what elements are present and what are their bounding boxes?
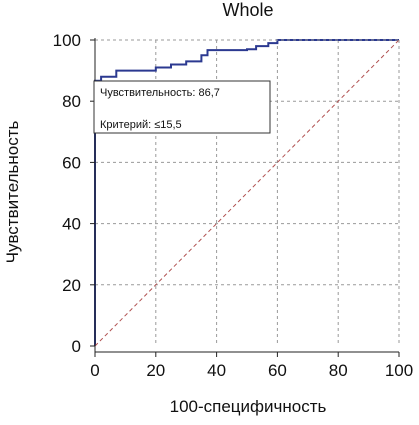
x-tick-label: 100 [385, 361, 413, 380]
x-tick-label: 0 [90, 361, 99, 380]
x-tick-label: 80 [329, 361, 348, 380]
chart-title: Whole [222, 0, 273, 20]
tick-labels: 0 20 40 60 80 100 0 20 40 60 80 100 [53, 31, 414, 380]
y-tick-label: 60 [62, 153, 81, 172]
annotation-line: Критерий: ≤15,5 [100, 119, 182, 131]
x-axis-label: 100-специфичность [170, 397, 327, 416]
y-tick-label: 20 [62, 276, 81, 295]
y-tick-label: 80 [62, 92, 81, 111]
y-tick-label: 100 [53, 31, 81, 50]
y-tick-label: 0 [72, 337, 81, 356]
y-tick-label: 40 [62, 215, 81, 234]
x-tick-label: 40 [207, 361, 226, 380]
annotation-box: Чувствительность: 86,7 Критерий: ≤15,5 [93, 80, 271, 134]
reference-diagonal-line [94, 39, 400, 347]
y-axis-label: Чувствительность [3, 120, 22, 263]
annotation-line: Чувствительность: 86,7 [100, 87, 220, 99]
annotation-box-frame [93, 80, 271, 134]
series-group [94, 39, 400, 347]
x-tick-label: 20 [146, 361, 165, 380]
roc-curve-line [94, 39, 399, 346]
x-tick-label: 60 [268, 361, 287, 380]
